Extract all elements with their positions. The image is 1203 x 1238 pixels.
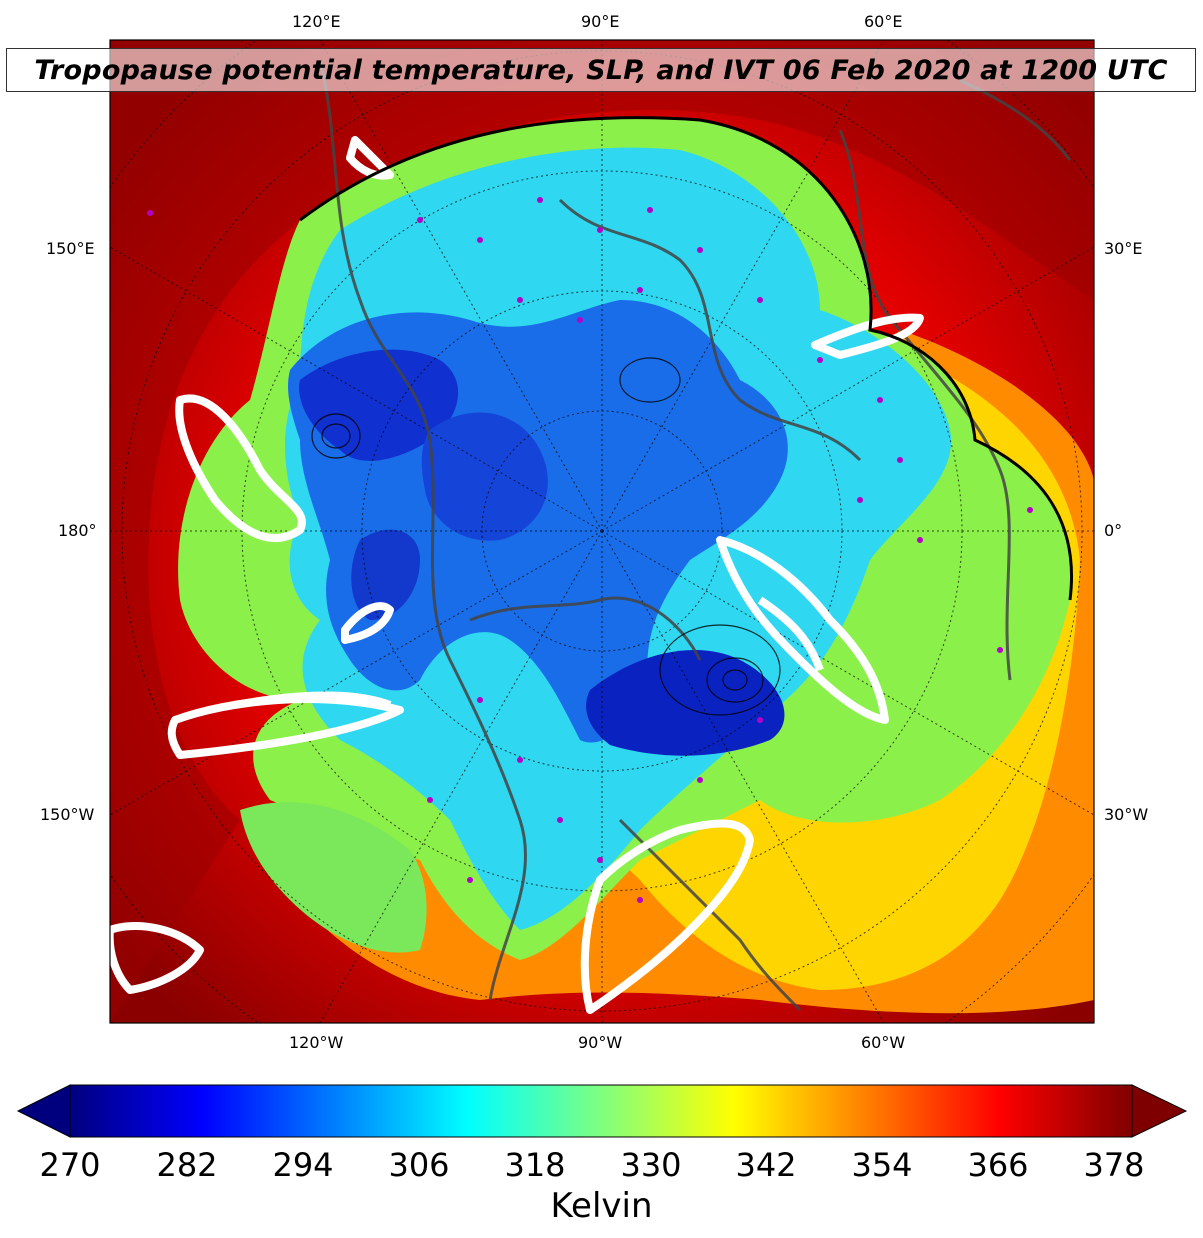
warm-region-dark <box>110 40 1094 1023</box>
map-frame <box>109 39 1095 1024</box>
colorbar-label: Kelvin <box>550 1186 653 1226</box>
green-lobe-southwest <box>240 802 427 953</box>
colorbar-tick: 306 <box>388 1146 450 1184</box>
lon-label-left-150e: 150°E <box>46 239 95 258</box>
plot-title: Tropopause potential temperature, SLP, a… <box>6 48 1196 92</box>
slp-contours <box>311 357 781 716</box>
lon-label-top-90e: 90°E <box>581 12 620 31</box>
ivt-contours <box>110 136 924 1014</box>
lon-label-right-0: 0° <box>1104 521 1123 540</box>
lon-label-bottom-120w: 120°W <box>289 1033 344 1052</box>
polar-vortex-deep-blue-4 <box>351 529 420 620</box>
colorbar-tick: 378 <box>1083 1146 1145 1184</box>
lon-label-bottom-90w: 90°W <box>578 1033 623 1052</box>
tropopause-break-line <box>299 116 1073 601</box>
colorbar <box>69 1084 1133 1138</box>
colorbar-tick: 270 <box>39 1146 101 1184</box>
colorbar-max-extend <box>1131 1084 1188 1138</box>
colorbar-tick: 318 <box>504 1146 566 1184</box>
lon-label-left-150w: 150°W <box>40 805 95 824</box>
colorbar-tick: 294 <box>272 1146 334 1184</box>
colorbar-min-extend <box>16 1084 71 1138</box>
colorbar-tick: 282 <box>156 1146 218 1184</box>
lon-label-bottom-60w: 60°W <box>861 1033 906 1052</box>
lon-label-right-30e: 30°E <box>1104 239 1143 258</box>
graticule <box>110 40 1094 1023</box>
polar-vortex-deep-blue <box>299 349 459 461</box>
colorbar-tick: 366 <box>967 1146 1029 1184</box>
polar-vortex-deep-blue-2 <box>586 650 785 756</box>
lon-label-top-60e: 60°E <box>864 12 903 31</box>
colorbar-tick: 330 <box>620 1146 682 1184</box>
station-markers <box>147 197 1033 903</box>
colorbar-tick: 354 <box>851 1146 913 1184</box>
lon-label-top-120e: 120°E <box>292 12 341 31</box>
lon-label-right-30w: 30°W <box>1104 805 1149 824</box>
lon-label-left-180: 180° <box>58 521 97 540</box>
polar-vortex-deep-blue-3 <box>421 412 548 541</box>
colorbar-tick: 342 <box>735 1146 797 1184</box>
